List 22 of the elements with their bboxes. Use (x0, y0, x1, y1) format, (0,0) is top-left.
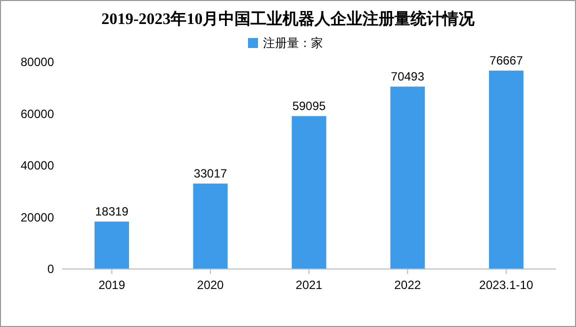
x-tick-label: 2022 (394, 278, 422, 292)
x-tick-label: 2020 (197, 278, 224, 292)
bar (193, 184, 228, 269)
data-label: 76667 (490, 54, 524, 68)
data-label: 70493 (390, 70, 425, 84)
x-tick-label: 2019 (98, 278, 126, 292)
bar (390, 86, 425, 269)
data-label: 18319 (95, 204, 129, 219)
x-tick-label: 2023.1-10 (479, 278, 534, 292)
y-tick-label: 0 (47, 262, 54, 276)
chart-title: 2019-2023年10月中国工业机器人企业注册量统计情况 (101, 10, 476, 28)
y-tick-label: 20000 (20, 210, 54, 224)
data-label: 59095 (292, 99, 326, 114)
bar (94, 222, 130, 269)
y-tick-label: 40000 (20, 158, 54, 173)
data-label: 33017 (194, 166, 228, 181)
y-tick-label: 60000 (20, 106, 54, 121)
bar (488, 70, 524, 269)
legend-label: 注册量：家 (263, 36, 323, 50)
x-tick-label: 2021 (296, 278, 323, 292)
y-tick-label: 80000 (20, 55, 54, 70)
bar (292, 116, 326, 269)
